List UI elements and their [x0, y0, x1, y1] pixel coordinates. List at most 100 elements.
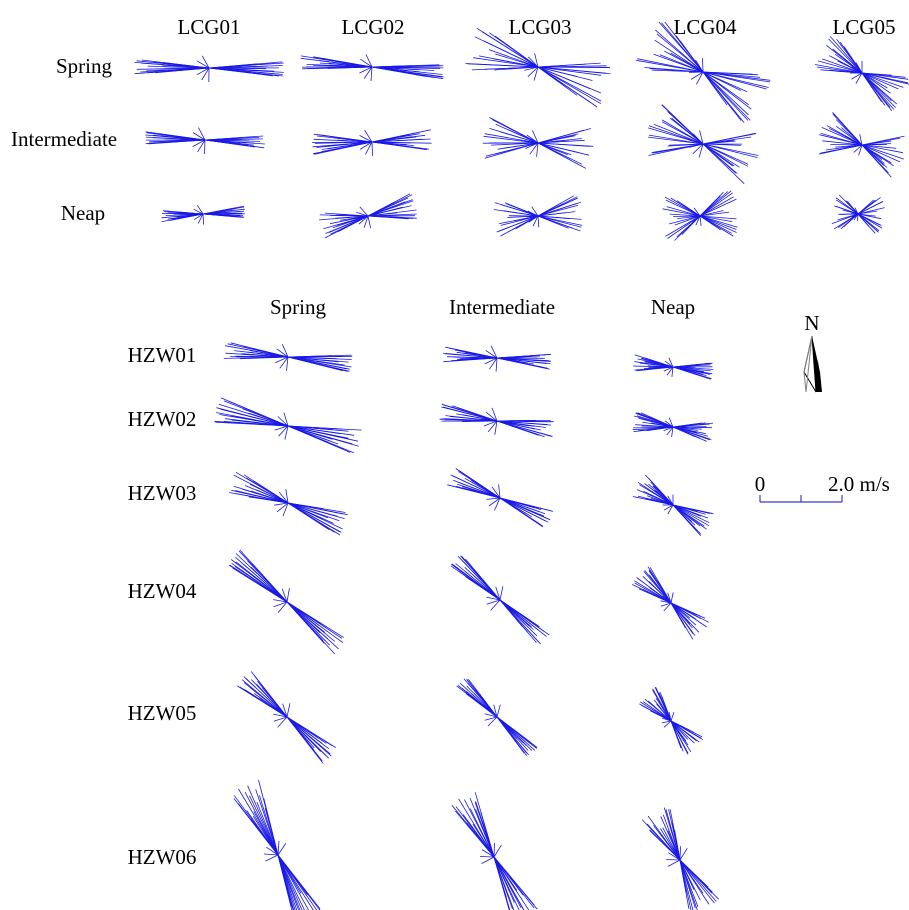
vector-stick — [861, 72, 882, 103]
vector-stick — [660, 602, 672, 607]
col-header-lcg01: LCG01 — [177, 15, 241, 39]
vector-stick — [340, 215, 369, 221]
vector-stick — [496, 357, 547, 364]
vector-stick — [202, 213, 244, 218]
vector-stick — [837, 60, 863, 74]
vector-stick — [819, 134, 863, 146]
vector-stick — [837, 213, 859, 221]
vector-stick — [486, 599, 501, 605]
vector-stick — [192, 139, 206, 147]
vector-stick — [672, 362, 712, 368]
vector-stick — [499, 599, 550, 636]
vector-stick — [442, 406, 498, 422]
vector-stick — [699, 198, 737, 217]
vector-stick — [670, 602, 696, 636]
vector-stick — [499, 497, 546, 515]
vector-stick — [670, 711, 675, 722]
vector-stick — [699, 196, 734, 217]
vector-stick — [537, 142, 590, 147]
vector-stick — [493, 856, 530, 910]
vector-stick — [244, 792, 279, 856]
vector-stick — [663, 499, 674, 506]
vector-stick — [702, 71, 759, 76]
vector-stick — [672, 366, 699, 376]
vector-stick — [455, 810, 495, 858]
vector-stick — [668, 143, 704, 146]
vector-stick — [371, 136, 417, 143]
vector-plot-hzw01-neap — [632, 354, 714, 380]
vector-stick — [277, 854, 314, 910]
vector-stick — [674, 215, 701, 241]
vector-stick — [277, 416, 289, 427]
vector-stick — [277, 854, 302, 894]
vector-stick — [233, 485, 289, 504]
vector-stick — [264, 808, 279, 856]
vector-stick — [256, 683, 288, 718]
vector-stick — [499, 599, 534, 630]
vector-stick — [699, 215, 737, 220]
vector-stick — [636, 489, 674, 506]
vector-stick — [484, 133, 539, 144]
vector-stick — [669, 809, 681, 861]
vector-stick — [277, 854, 293, 910]
vector-stick — [857, 201, 883, 215]
vector-stick — [646, 823, 681, 861]
vector-stick — [649, 829, 681, 861]
vector-stick — [670, 720, 703, 738]
vector-stick — [329, 215, 369, 225]
vector-stick — [679, 859, 699, 908]
vector-stick — [679, 859, 719, 900]
vector-stick — [266, 846, 279, 856]
vector-stick — [665, 199, 701, 217]
vector-stick — [699, 215, 738, 228]
vector-stick — [276, 707, 288, 718]
vector-stick — [699, 215, 732, 234]
vector-stick — [499, 497, 553, 512]
scale-start-label: 0 — [754, 472, 766, 496]
vector-stick — [467, 63, 539, 68]
vector-stick — [235, 490, 289, 504]
vector-stick — [537, 66, 607, 74]
vector-stick — [861, 144, 897, 149]
vector-plot-lcg02-spring — [300, 54, 444, 82]
vector-stick — [702, 143, 741, 146]
vector-stick — [493, 856, 507, 898]
vector-plot-hzw02-intermediate — [439, 403, 554, 438]
vector-stick — [493, 842, 495, 858]
vector-stick — [829, 69, 863, 74]
vector-stick — [218, 403, 289, 427]
vector-stick — [208, 67, 260, 75]
vector-stick — [643, 571, 672, 604]
vector-stick — [509, 204, 539, 217]
vector-stick — [861, 72, 892, 76]
vector-stick — [661, 717, 672, 722]
vector-stick — [371, 65, 440, 68]
vector-stick — [636, 577, 672, 604]
vector-stick — [496, 354, 550, 359]
vector-stick — [467, 682, 498, 718]
vector-stick — [537, 215, 569, 229]
vector-stick — [653, 824, 681, 861]
vector-stick — [286, 716, 323, 744]
vector-plot-lcg02-intermediate — [311, 129, 432, 157]
vector-stick — [537, 66, 591, 103]
vector-plot-hzw05-neap — [639, 687, 704, 755]
vector-stick — [537, 142, 572, 156]
vector-stick — [489, 590, 501, 601]
vector-stick — [286, 601, 321, 634]
vector-stick — [702, 132, 756, 145]
vector-stick — [499, 599, 532, 628]
vector-stick — [692, 143, 704, 154]
vector-stick — [192, 213, 204, 215]
vector-stick — [441, 403, 498, 422]
vector-stick — [644, 361, 674, 368]
vector-stick — [457, 684, 498, 718]
vector-stick — [670, 602, 697, 616]
vector-plot-hzw02-spring — [214, 397, 362, 454]
vector-stick — [367, 212, 398, 217]
vector-stick — [695, 59, 704, 73]
vector-stick — [238, 788, 279, 856]
vector-stick — [287, 356, 329, 367]
vector-stick — [473, 57, 539, 68]
